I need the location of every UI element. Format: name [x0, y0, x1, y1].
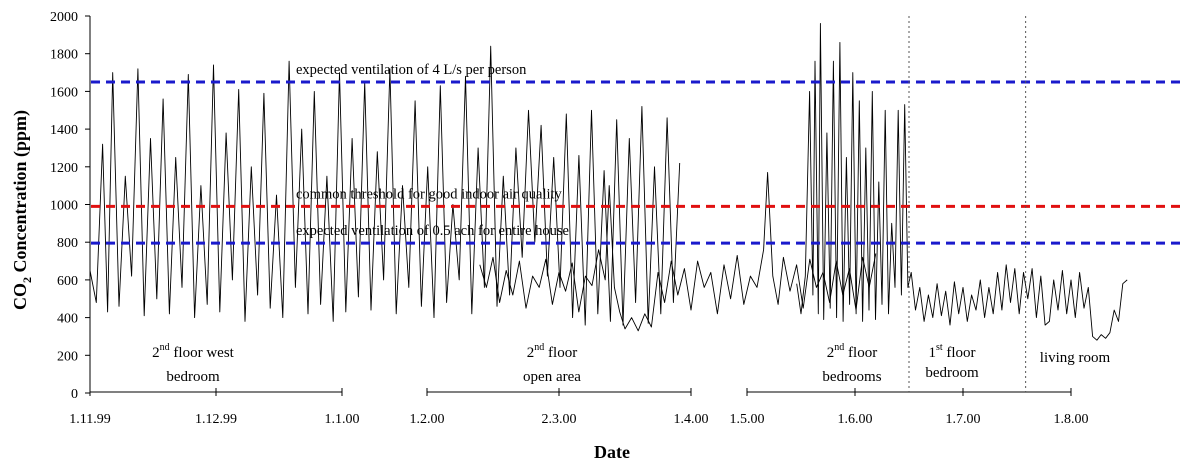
- x-axis-title: Date: [594, 442, 630, 462]
- x-axes: 1.11.99 1.12.99 1.1.00 1.2.00 2.3.00 1.4.00 1.…: [69, 388, 1089, 427]
- segment-label-2-line1: 2nd floor: [527, 342, 577, 361]
- segment-label-3-line1: 2nd floor: [827, 342, 877, 361]
- region-label-first-floor-line1: 1st floor: [928, 342, 975, 361]
- y-tick-label: 200: [57, 349, 78, 364]
- y-axis-title-post: Concentration (ppm): [10, 110, 31, 277]
- y-tick-label: 1600: [50, 85, 78, 100]
- segment-label-3-line2: bedrooms: [822, 369, 881, 385]
- region-label-first-floor-line2: bedroom: [925, 365, 979, 381]
- reference-lines: expected ventilation of 4 L/s per person…: [91, 62, 1186, 245]
- data-series: [89, 23, 1128, 341]
- reference-line-label: expected ventilation of 4 L/s per person: [296, 62, 527, 78]
- reference-line-label: common threshold for good indoor air qua…: [296, 186, 563, 202]
- y-tick-label: 1000: [50, 199, 78, 214]
- x-tick-label: 1.12.99: [195, 412, 237, 427]
- co2-series-line: [796, 23, 1128, 341]
- segment-label-1-line2: bedroom: [166, 369, 220, 385]
- co2-series-line: [479, 172, 877, 332]
- y-axis-title: CO2 Concentration (ppm): [10, 110, 34, 310]
- segment-label-1-line1: 2nd floor west: [152, 342, 234, 361]
- y-tick-label: 0: [71, 387, 78, 402]
- x-tick-label: 1.4.00: [674, 412, 709, 427]
- segment-labels: 2nd floor west bedroom 2nd floor open area 2…: [152, 342, 1110, 385]
- y-tick-label: 600: [57, 274, 78, 289]
- y-tick-label: 800: [57, 236, 78, 251]
- reference-line-label: expected ventilation of 0.5 ach for enti…: [296, 223, 569, 239]
- region-label-living-room: living room: [1040, 350, 1111, 366]
- x-tick-label: 1.2.00: [410, 412, 445, 427]
- y-axis-title-pre: CO: [10, 283, 30, 310]
- x-tick-label: 2.3.00: [542, 412, 577, 427]
- y-axis: 0 200 400 600 800 1000 1200 1400 1600 1800 2000: [50, 10, 91, 402]
- x-tick-label: 1.6.00: [838, 412, 873, 427]
- y-tick-label: 1400: [50, 123, 78, 138]
- y-tick-label: 1200: [50, 161, 78, 176]
- y-tick-label: 2000: [50, 10, 78, 25]
- y-tick-label: 400: [57, 312, 78, 327]
- region-dividers: [908, 16, 1027, 392]
- x-tick-label: 1.7.00: [946, 412, 981, 427]
- co2-series-line: [89, 45, 681, 326]
- y-tick-label: 1800: [50, 48, 78, 63]
- x-tick-label: 1.5.00: [730, 412, 765, 427]
- x-tick-label: 1.11.99: [69, 412, 110, 427]
- x-tick-label: 1.8.00: [1054, 412, 1089, 427]
- segment-label-2-line2: open area: [523, 369, 581, 385]
- y-axis-title-sub: 2: [20, 277, 34, 283]
- x-tick-label: 1.1.00: [325, 412, 360, 427]
